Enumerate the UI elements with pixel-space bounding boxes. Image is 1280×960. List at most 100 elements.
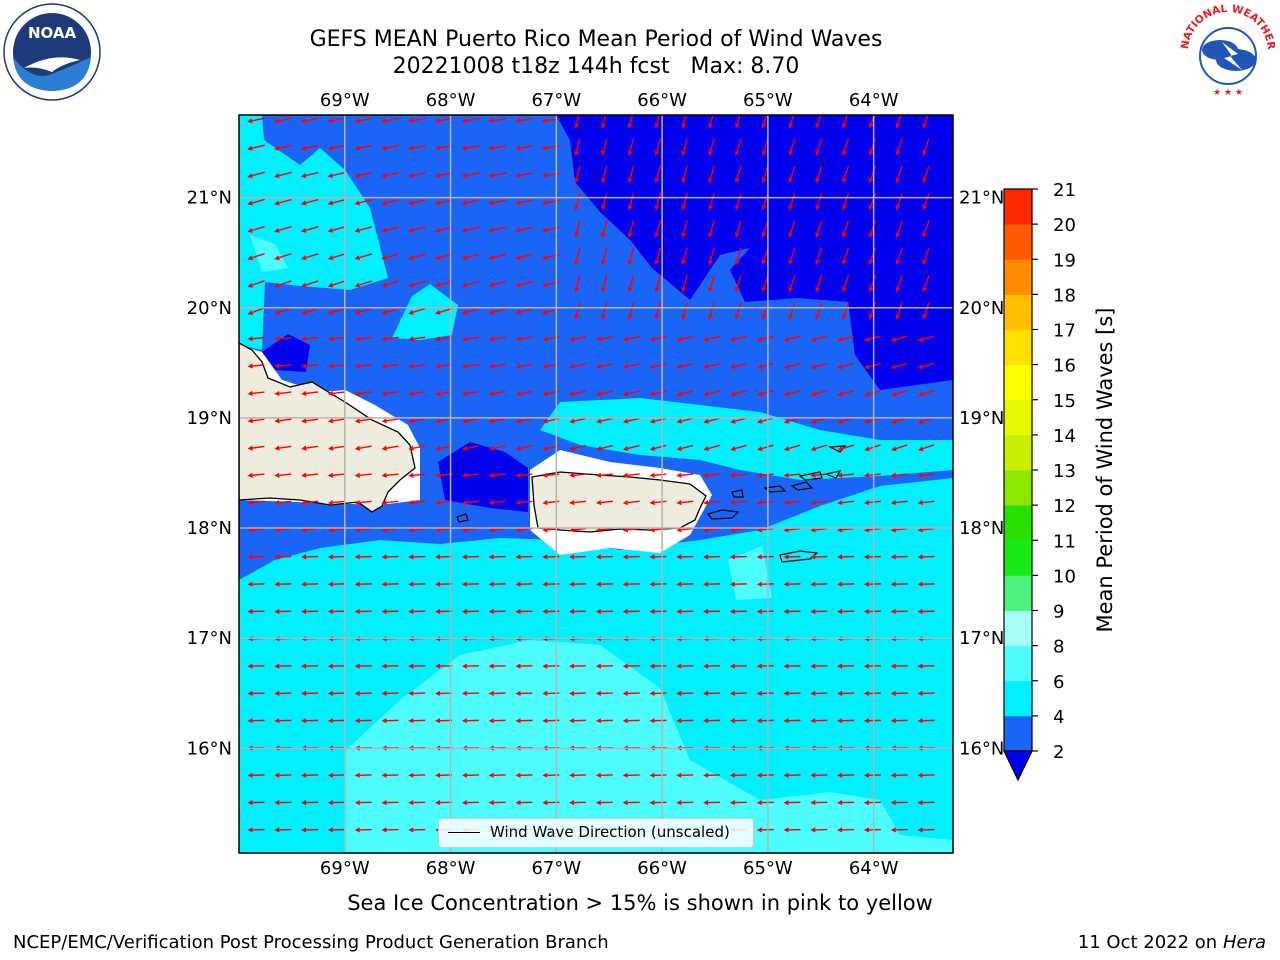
wind-arrow (890, 499, 908, 506)
wind-arrow (542, 554, 560, 560)
wind-arrow (301, 499, 319, 506)
wind-arrow (247, 280, 265, 288)
wind-arrow (810, 718, 828, 724)
wind-arrow (301, 390, 319, 397)
wind-arrow (542, 390, 560, 397)
wind-arrow (890, 581, 908, 587)
wind-arrow (569, 363, 587, 369)
lat-label: 21°N (959, 188, 1004, 209)
colorbar-tick-label: 19 (1053, 250, 1076, 271)
wind-arrow (917, 362, 935, 370)
wind-arrow (788, 138, 796, 156)
wind-arrow (863, 690, 881, 696)
wind-arrow (488, 581, 506, 587)
wind-arrow (837, 389, 854, 397)
wind-arrow (922, 275, 930, 293)
wind-arrow (247, 445, 265, 451)
wind-arrow (327, 144, 346, 151)
wind-arrow (729, 772, 747, 778)
wind-arrow (354, 472, 372, 478)
wind-arrow (600, 165, 608, 184)
wind-arrow (574, 193, 581, 211)
wind-arrow (542, 417, 560, 424)
wind-arrow (627, 274, 635, 293)
wind-arrow (810, 581, 828, 587)
wind-arrow (627, 193, 635, 211)
wind-arrow (600, 274, 608, 293)
wind-arrow (462, 390, 479, 397)
wind-arrow (274, 663, 292, 669)
wind-arrow (541, 145, 560, 151)
wind-arrow (841, 193, 850, 211)
wind-arrow (730, 363, 747, 370)
colorbar-segment (1004, 470, 1032, 506)
wind-arrow (729, 663, 747, 669)
legend-line-swatch (448, 832, 480, 833)
wind-arrow (863, 772, 881, 778)
wind-arrow (922, 138, 930, 156)
wind-arrow (327, 663, 345, 669)
lat-label: 21°N (187, 188, 232, 209)
colorbar-segment (1004, 189, 1032, 225)
wind-arrow (354, 581, 372, 587)
wind-arrow (681, 247, 688, 266)
wind-arrow (917, 663, 935, 669)
wind-arrow (703, 608, 721, 615)
wind-arrow (574, 302, 581, 320)
wind-arrow (863, 799, 881, 806)
wind-arrow (654, 193, 662, 211)
wind-arrow (247, 253, 265, 261)
wind-arrow (488, 390, 506, 397)
wind-arrow (488, 663, 506, 669)
wind-arrow (600, 247, 608, 266)
wind-arrow (408, 418, 426, 424)
lon-label: 64°W (849, 858, 899, 879)
wind-arrow (917, 772, 935, 778)
graticule (239, 115, 953, 853)
wind-arrow (917, 608, 935, 615)
wind-arrow (917, 335, 935, 342)
wind-arrow (515, 253, 533, 260)
wind-arrow (461, 554, 479, 560)
wind-arrow (301, 445, 319, 451)
wind-arrow (810, 472, 828, 478)
wind-arrow (408, 280, 426, 288)
wind-arrow (895, 138, 903, 156)
wind-arrow (596, 444, 613, 451)
wind-arrow (837, 690, 855, 696)
wind-arrow (381, 472, 399, 478)
wind-arrow (354, 799, 372, 806)
wind-arrow (408, 608, 426, 615)
colorbar-segment (1004, 645, 1032, 682)
wind-arrow (354, 608, 372, 615)
wind-arrow (327, 581, 345, 587)
wind-arrow (627, 247, 635, 266)
wind-arrow (895, 115, 902, 129)
wind-arrow (461, 772, 479, 778)
wind-arrow (681, 115, 687, 129)
wind-arrow (917, 499, 935, 506)
wind-arrow (703, 799, 721, 806)
wind-arrow (354, 307, 372, 315)
wind-arrow (596, 336, 613, 342)
wind-arrow (488, 418, 506, 424)
wind-arrow (917, 389, 935, 397)
wind-arrow (327, 390, 345, 397)
wind-arrow (863, 499, 881, 506)
wind-arrow (891, 444, 908, 452)
colorbar-tick-label: 12 (1053, 496, 1076, 517)
wind-arrow (841, 247, 850, 266)
colorbar-tick-label: 11 (1053, 531, 1076, 552)
wind-arrow (622, 608, 640, 615)
wind-arrow (891, 335, 908, 342)
wind-arrow (354, 144, 373, 151)
wind-arrow (676, 444, 694, 452)
wind-arrow (788, 220, 796, 238)
colorbar-segment (1004, 575, 1032, 611)
wind-arrow (488, 608, 506, 615)
colorbar-segment (1004, 610, 1032, 647)
wind-arrow (837, 362, 854, 370)
wind-arrow (703, 390, 721, 397)
colorbar-segment (1004, 259, 1032, 295)
wind-arrow (891, 389, 908, 397)
